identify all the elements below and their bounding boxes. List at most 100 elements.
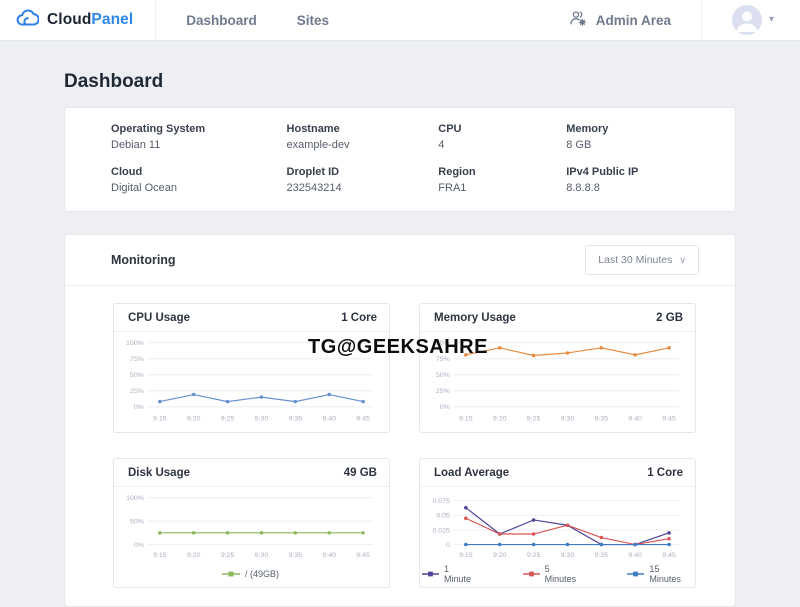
svg-text:9:30: 9:30: [255, 415, 269, 422]
info-value: 8 GB: [566, 139, 592, 151]
svg-text:9:20: 9:20: [493, 415, 507, 422]
svg-text:9:20: 9:20: [187, 552, 201, 559]
svg-text:50%: 50%: [130, 519, 144, 526]
nav-sites[interactable]: Sites: [296, 12, 330, 28]
svg-text:0%: 0%: [134, 542, 144, 549]
top-navigation-bar: CloudPanel Dashboard Sites Admin Area: [0, 0, 800, 41]
legend-label: 1 Minute: [443, 563, 471, 584]
svg-text:9:25: 9:25: [221, 415, 235, 422]
chart-card-header: CPU Usage 1 Core: [114, 304, 389, 332]
avatar: [731, 5, 762, 35]
time-range-dropdown[interactable]: Last 30 Minutes ∨: [585, 245, 699, 275]
svg-text:50%: 50%: [130, 372, 144, 379]
monitoring-card: Monitoring Last 30 Minutes ∨ CPU Usage 1…: [64, 234, 736, 607]
info-label: Hostname: [286, 123, 340, 135]
info-field: Memory 8 GB: [566, 123, 715, 151]
legend-item[interactable]: 5 Minutes: [522, 563, 582, 584]
info-label: Cloud: [111, 166, 143, 178]
svg-text:9:40: 9:40: [628, 552, 642, 559]
monitoring-charts-grid: CPU Usage 1 Core 0% 25% 50% 75% 100% 9:15 9:20…: [65, 286, 735, 606]
chart-card-header: Memory Usage 2 GB: [420, 304, 695, 332]
svg-text:9:15: 9:15: [459, 552, 473, 559]
svg-text:100%: 100%: [126, 340, 144, 347]
chart-card-header: Disk Usage 49 GB: [114, 459, 389, 487]
svg-text:9:40: 9:40: [628, 415, 642, 422]
chevron-down-icon: ▾: [768, 14, 774, 25]
svg-text:0%: 0%: [134, 404, 144, 411]
info-label: Droplet ID: [286, 166, 340, 178]
chart-title: Load Average: [434, 467, 510, 479]
info-value: 8.8.8.8: [566, 182, 600, 194]
svg-text:25%: 25%: [436, 388, 450, 395]
page-title: Dashboard: [64, 71, 164, 92]
disk-usage-chart: 0% 50% 100% 9:15 9:20 9:25 9:30 9:35 9:40 9:45 / (…: [114, 487, 389, 587]
cpu-usage-card: CPU Usage 1 Core 0% 25% 50% 75% 100% 9:15 9:20…: [113, 303, 390, 433]
disk-usage-card: Disk Usage 49 GB 0% 50% 100% 9:15 9:20 9:25 9:…: [113, 458, 390, 588]
svg-text:9:25: 9:25: [527, 415, 541, 422]
info-label: Memory: [566, 123, 609, 135]
svg-text:9:15: 9:15: [459, 415, 473, 422]
info-label: Region: [438, 166, 476, 178]
svg-text:0.05: 0.05: [436, 513, 450, 520]
svg-text:9:35: 9:35: [289, 552, 303, 559]
svg-text:9:40: 9:40: [322, 552, 336, 559]
svg-text:9:30: 9:30: [561, 552, 575, 559]
svg-text:9:20: 9:20: [187, 415, 201, 422]
info-field: IPv4 Public IP 8.8.8.8: [566, 166, 715, 194]
svg-text:0.025: 0.025: [432, 527, 450, 534]
svg-text:75%: 75%: [130, 356, 144, 363]
info-field: Operating System Debian 11: [111, 123, 287, 151]
memory-usage-card: Memory Usage 2 GB 0% 25% 50% 75% 100% 9:15 9:2…: [419, 303, 696, 433]
svg-text:100%: 100%: [432, 340, 450, 347]
info-label: CPU: [438, 123, 462, 135]
info-field: Droplet ID 232543214: [287, 166, 439, 194]
chart-capacity: 1 Core: [341, 312, 377, 324]
brand-logo[interactable]: CloudPanel: [0, 0, 157, 40]
info-value: example-dev: [286, 139, 350, 151]
monitoring-title: Monitoring: [111, 253, 176, 267]
svg-text:9:45: 9:45: [662, 415, 676, 422]
brand-name-panel: Panel: [91, 11, 134, 28]
svg-text:0: 0: [446, 542, 450, 549]
chart-legend: 1 Minute 5 Minutes 15 Minutes: [422, 563, 691, 585]
legend-label: / (49GB): [244, 568, 279, 579]
user-menu[interactable]: ▾: [700, 0, 800, 40]
svg-text:0.075: 0.075: [432, 498, 450, 505]
info-value: FRA1: [438, 182, 467, 194]
chart-capacity: 1 Core: [647, 467, 683, 479]
legend-item[interactable]: / (49GB): [221, 568, 279, 579]
chart-title: Disk Usage: [128, 467, 191, 479]
svg-text:9:30: 9:30: [561, 415, 575, 422]
system-info-card: Operating System Debian 11 Hostname exam…: [64, 107, 736, 212]
info-value: 232543214: [286, 182, 342, 194]
admin-area-label: Admin Area: [595, 12, 671, 28]
svg-text:9:20: 9:20: [493, 552, 507, 559]
chart-capacity: 49 GB: [343, 467, 377, 479]
cpu-usage-chart: 0% 25% 50% 75% 100% 9:15 9:20 9:25 9:30 9:35 9:40 9…: [114, 332, 389, 432]
topbar-right: Admin Area ▾: [569, 0, 800, 40]
info-label: Operating System: [111, 123, 206, 135]
svg-text:50%: 50%: [436, 372, 450, 379]
admin-users-gear-icon: [569, 10, 588, 30]
nav-dashboard[interactable]: Dashboard: [186, 12, 257, 28]
chart-card-header: Load Average 1 Core: [420, 459, 695, 487]
chart-title: Memory Usage: [434, 312, 516, 324]
svg-text:9:45: 9:45: [662, 552, 676, 559]
chart-legend: / (49GB): [116, 566, 385, 585]
svg-text:25%: 25%: [130, 388, 144, 395]
info-label: IPv4 Public IP: [566, 166, 639, 178]
brand-name: CloudPanel: [47, 11, 133, 29]
legend-label: 5 Minutes: [544, 563, 577, 584]
admin-area-button[interactable]: Admin Area: [569, 0, 701, 40]
legend-item[interactable]: 15 Minutes: [627, 564, 691, 584]
info-field: Hostname example-dev: [287, 123, 439, 151]
brand-name-cloud: Cloud: [47, 11, 92, 28]
watermark-text: TG@GEEKSAHRE: [308, 336, 488, 358]
info-value: 4: [438, 139, 445, 151]
main-content: Dashboard Operating System Debian 11 Hos…: [64, 71, 736, 607]
info-value: Debian 11: [111, 139, 161, 151]
legend-item[interactable]: 1 Minute: [422, 564, 477, 584]
svg-text:9:35: 9:35: [595, 415, 609, 422]
load-average-chart: 0 0.025 0.05 0.075 9:15 9:20 9:25 9:30 9:35 9:40 9…: [420, 487, 695, 587]
svg-text:9:15: 9:15: [153, 415, 167, 422]
